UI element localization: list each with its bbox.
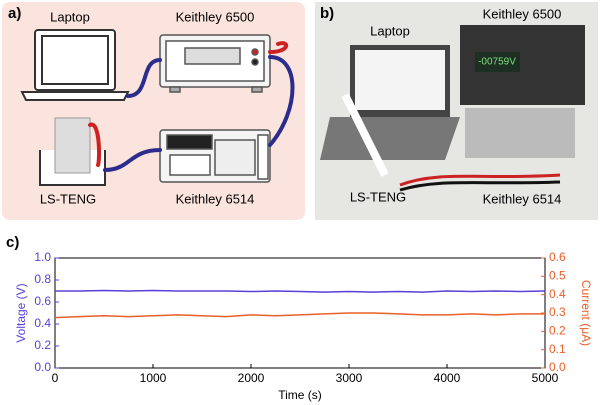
panel-label: a) bbox=[8, 5, 21, 22]
y2-tick-label: 0.5 bbox=[549, 269, 566, 283]
plot-frame bbox=[54, 257, 546, 369]
x-tick-label: 4000 bbox=[434, 371, 461, 385]
y2-axis-label: Current (μA) bbox=[579, 280, 593, 346]
x-tick-label: 1000 bbox=[140, 371, 167, 385]
panel-label: c) bbox=[6, 234, 19, 251]
x-axis-label: Time (s) bbox=[278, 388, 322, 402]
ls-teng-icon bbox=[39, 117, 106, 186]
label: Keithley 6500 bbox=[176, 9, 255, 24]
y2-tick-label: 0.4 bbox=[549, 287, 566, 301]
y-tick-label: 0.4 bbox=[34, 316, 51, 330]
x-tick-label: 2000 bbox=[238, 371, 265, 385]
meter-6514 bbox=[159, 129, 271, 183]
display-text: -00759V bbox=[478, 57, 516, 68]
label: Keithley 6500 bbox=[483, 6, 562, 21]
data-line bbox=[55, 289, 546, 293]
y2-tick-label: 0.1 bbox=[549, 342, 566, 356]
x-tick-label: 5000 bbox=[532, 371, 559, 385]
label: Laptop bbox=[370, 23, 410, 38]
cables bbox=[88, 41, 295, 172]
y2-tick-label: 0.0 bbox=[549, 360, 566, 374]
x-tick-label: 3000 bbox=[336, 371, 363, 385]
panel-label: b) bbox=[320, 5, 334, 22]
label: Laptop bbox=[50, 9, 90, 24]
y-tick-label: 0.6 bbox=[34, 294, 51, 308]
x-tick-label: 0 bbox=[52, 371, 59, 385]
laptop-icon bbox=[20, 29, 130, 101]
y-tick-label: 0.8 bbox=[34, 272, 51, 286]
y-axis-label: Voltage (V) bbox=[14, 283, 28, 342]
data-line bbox=[54, 312, 545, 319]
y2-tick-label: 0.2 bbox=[549, 324, 566, 338]
y-tick-label: 0.0 bbox=[34, 360, 51, 374]
meter-6500 bbox=[159, 34, 271, 93]
label: LS-TENG bbox=[350, 189, 406, 204]
label: Keithley 6514 bbox=[483, 191, 562, 206]
label: Keithley 6514 bbox=[176, 191, 255, 206]
y-tick-label: 1.0 bbox=[34, 250, 51, 264]
y2-tick-label: 0.3 bbox=[549, 305, 566, 319]
photo-devices: -00759V bbox=[320, 25, 585, 192]
label: LS-TENG bbox=[40, 191, 96, 206]
y2-tick-label: 0.6 bbox=[549, 250, 566, 264]
y-tick-label: 0.2 bbox=[34, 338, 51, 352]
